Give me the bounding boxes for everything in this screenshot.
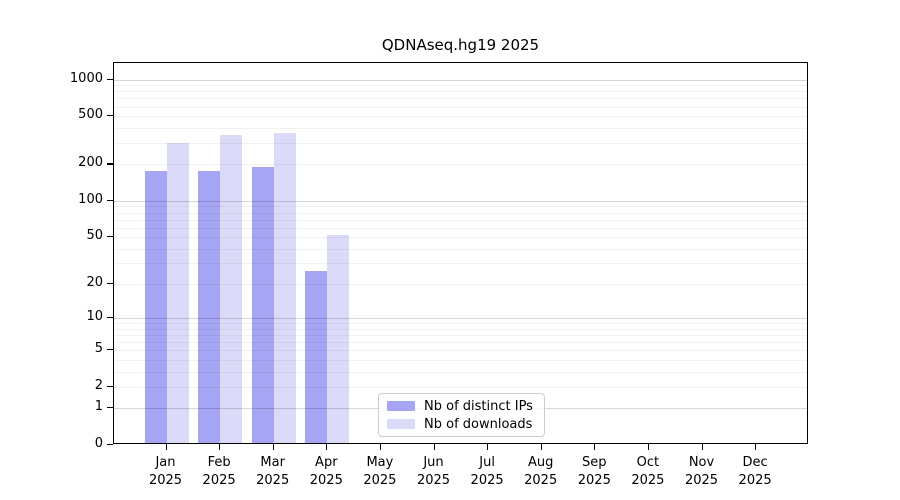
gridline-minor <box>114 143 807 145</box>
y-tick-mark <box>107 115 113 117</box>
gridline-minor <box>114 164 807 166</box>
y-tick-mark <box>107 199 113 201</box>
x-tick-label-jan: Jan 2025 <box>148 455 183 488</box>
x-tick-mark <box>701 444 703 450</box>
y-tick-mark <box>107 78 113 80</box>
y-tick-mark <box>107 349 113 351</box>
y-tick-mark <box>107 385 113 388</box>
y-tick-label: 2 <box>94 377 103 393</box>
gridline-minor <box>114 106 807 108</box>
downloads-swatch <box>387 419 415 429</box>
x-tick-label-oct: Oct 2025 <box>631 455 665 488</box>
bar-nb-of-downloads-mar <box>273 132 296 443</box>
x-tick-label-dec: Dec 2025 <box>738 455 772 488</box>
y-tick-label: 0 <box>94 436 103 451</box>
x-tick-label-mar: Mar 2025 <box>256 455 290 488</box>
y-tick-label: 5 <box>94 341 103 357</box>
y-tick-label: 1 <box>94 399 103 415</box>
x-tick-mark <box>487 444 489 450</box>
y-tick-mark <box>107 236 113 238</box>
y-tick-label: 20 <box>86 274 103 290</box>
y-tick-label: 10 <box>86 309 103 325</box>
x-tick-mark <box>379 444 382 450</box>
y-tick-mark <box>107 407 113 409</box>
bar-nb-of-distinct-ips-mar <box>251 166 274 443</box>
legend-label: Nb of downloads <box>424 416 533 432</box>
legend-item-distinct-ips: Nb of distinct IPs <box>387 399 536 414</box>
plot-area <box>113 62 808 444</box>
x-tick-mark <box>219 444 221 450</box>
bar-nb-of-distinct-ips-jan <box>144 171 167 443</box>
x-tick-mark <box>272 444 274 450</box>
x-tick-label-jun: Jun 2025 <box>416 455 451 488</box>
gridline-minor <box>114 85 807 87</box>
x-tick-label-may: May 2025 <box>363 455 397 488</box>
x-tick-mark <box>647 444 650 450</box>
x-tick-mark <box>755 444 757 450</box>
x-tick-mark <box>594 444 596 450</box>
gridline-major <box>114 79 807 81</box>
x-tick-label-feb: Feb 2025 <box>202 455 236 488</box>
x-tick-label-nov: Nov 2025 <box>684 455 719 488</box>
x-tick-mark <box>326 444 328 450</box>
chart-title: QDNAseq.hg19 2025 <box>381 36 540 54</box>
y-tick-mark <box>107 282 113 285</box>
bar-nb-of-distinct-ips-apr <box>305 270 328 443</box>
y-tick-label: 100 <box>78 191 103 207</box>
y-tick-mark <box>107 444 113 446</box>
gridline-minor <box>114 98 807 100</box>
bar-nb-of-distinct-ips-feb <box>198 171 221 443</box>
x-tick-label-jul: Jul 2025 <box>470 455 504 488</box>
x-tick-label-sep: Sep 2025 <box>577 455 611 488</box>
bar-nb-of-downloads-jan <box>166 142 189 443</box>
gridline-minor <box>114 116 807 118</box>
y-tick-label: 500 <box>78 107 103 123</box>
legend-item-downloads: Nb of downloads <box>387 417 536 432</box>
y-tick-mark <box>107 317 113 319</box>
gridline-minor <box>114 91 807 93</box>
gridline-minor <box>114 127 807 129</box>
bar-nb-of-downloads-feb <box>220 134 243 443</box>
distinct-ips-swatch <box>387 401 415 411</box>
legend-box: Nb of distinct IPs Nb of downloads <box>378 393 545 437</box>
y-tick-label: 200 <box>78 155 103 171</box>
legend-label: Nb of distinct IPs <box>424 398 533 414</box>
bar-nb-of-downloads-apr <box>327 235 350 443</box>
x-tick-mark <box>433 444 435 450</box>
x-tick-label-aug: Aug 2025 <box>524 455 558 488</box>
y-tick-label: 50 <box>86 228 103 243</box>
x-tick-mark <box>165 444 167 450</box>
y-tick-label: 1000 <box>69 70 103 86</box>
x-tick-label-apr: Apr 2025 <box>309 455 343 488</box>
x-tick-mark <box>540 444 542 450</box>
y-tick-mark <box>107 163 113 165</box>
